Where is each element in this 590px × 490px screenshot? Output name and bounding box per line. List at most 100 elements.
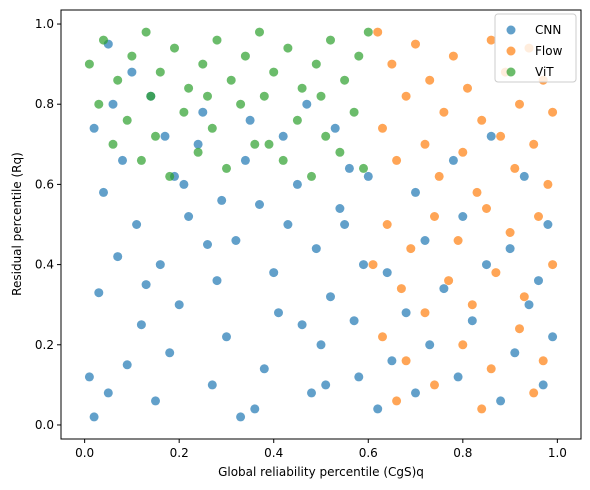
data-point-cnn bbox=[113, 252, 123, 262]
data-point-cnn bbox=[326, 292, 335, 302]
x-axis-label: Global reliability percentile (CgS)q bbox=[218, 465, 424, 479]
data-point-cnn bbox=[151, 396, 160, 406]
data-point-flow bbox=[519, 292, 529, 302]
data-point-cnn bbox=[330, 123, 340, 133]
data-point-vit bbox=[122, 115, 132, 125]
data-point-cnn bbox=[103, 388, 113, 398]
data-point-vit bbox=[264, 139, 274, 149]
x-tick-label: 0.0 bbox=[75, 446, 94, 460]
data-point-cnn bbox=[283, 220, 293, 229]
data-point-flow bbox=[406, 244, 416, 254]
data-point-flow bbox=[472, 187, 482, 197]
data-point-vit bbox=[99, 35, 108, 45]
data-point-vit bbox=[165, 171, 175, 181]
y-tick-label: 0.2 bbox=[35, 338, 54, 352]
data-point-vit bbox=[179, 107, 189, 117]
data-point-cnn bbox=[165, 348, 175, 358]
data-point-vit bbox=[222, 163, 231, 173]
data-point-cnn bbox=[321, 380, 331, 390]
data-point-cnn bbox=[274, 308, 283, 318]
data-point-cnn bbox=[538, 380, 548, 390]
data-point-vit bbox=[236, 99, 246, 109]
data-point-vit bbox=[240, 51, 250, 61]
data-point-cnn bbox=[269, 268, 279, 278]
data-point-cnn bbox=[297, 320, 307, 330]
x-tick-label: 0.2 bbox=[170, 446, 189, 460]
data-point-cnn bbox=[292, 179, 302, 189]
data-point-vit bbox=[155, 67, 165, 77]
data-point-cnn bbox=[250, 404, 260, 414]
data-point-flow bbox=[548, 107, 558, 117]
data-point-flow bbox=[430, 212, 439, 221]
data-point-vit bbox=[307, 171, 316, 181]
data-point-cnn bbox=[160, 131, 170, 141]
data-point-cnn bbox=[496, 396, 506, 406]
x-tick-label: 0.4 bbox=[264, 446, 283, 460]
data-point-vit bbox=[259, 91, 269, 101]
data-point-flow bbox=[486, 364, 496, 374]
data-point-vit bbox=[349, 107, 359, 117]
data-point-cnn bbox=[207, 380, 217, 390]
data-point-flow bbox=[396, 284, 406, 294]
legend-label-flow: Flow bbox=[535, 44, 563, 58]
data-point-cnn bbox=[184, 212, 194, 221]
y-tick-label: 1.0 bbox=[35, 17, 54, 31]
y-tick-label: 0.0 bbox=[35, 418, 54, 432]
data-point-vit bbox=[335, 147, 345, 157]
data-point-cnn bbox=[387, 356, 397, 366]
data-point-cnn bbox=[132, 220, 142, 229]
data-point-cnn bbox=[311, 244, 321, 254]
data-point-flow bbox=[430, 380, 439, 390]
data-point-cnn bbox=[99, 187, 108, 197]
data-point-cnn bbox=[548, 332, 558, 342]
data-point-flow bbox=[368, 260, 378, 270]
data-point-vit bbox=[359, 163, 368, 173]
data-point-cnn bbox=[467, 316, 477, 326]
data-point-flow bbox=[458, 147, 468, 157]
data-point-cnn bbox=[193, 139, 203, 149]
data-point-flow bbox=[538, 356, 548, 366]
data-point-flow bbox=[453, 236, 463, 245]
data-point-flow bbox=[392, 155, 402, 165]
data-point-cnn bbox=[340, 220, 350, 229]
data-point-flow bbox=[373, 27, 383, 37]
data-point-flow bbox=[482, 204, 491, 213]
data-point-vit bbox=[141, 27, 151, 37]
data-point-vit bbox=[292, 115, 302, 125]
data-point-cnn bbox=[302, 99, 312, 109]
data-point-cnn bbox=[354, 372, 364, 382]
data-point-cnn bbox=[217, 195, 227, 205]
data-point-cnn bbox=[453, 372, 463, 382]
x-tick-label: 0.6 bbox=[359, 446, 378, 460]
data-point-flow bbox=[477, 404, 487, 414]
data-point-cnn bbox=[84, 372, 94, 382]
data-point-vit bbox=[255, 27, 264, 37]
data-point-flow bbox=[543, 179, 553, 189]
points-layer bbox=[84, 27, 558, 422]
data-point-flow bbox=[463, 83, 472, 93]
data-point-vit bbox=[326, 35, 335, 45]
data-point-cnn bbox=[198, 107, 208, 117]
legend-label-vit: ViT bbox=[535, 65, 554, 79]
data-point-cnn bbox=[363, 171, 373, 181]
data-point-cnn bbox=[411, 187, 420, 197]
legend-marker-flow bbox=[506, 46, 516, 56]
data-point-flow bbox=[515, 324, 524, 334]
data-point-vit bbox=[84, 59, 94, 69]
data-point-cnn bbox=[255, 200, 264, 209]
data-point-flow bbox=[387, 59, 397, 69]
data-point-flow bbox=[505, 228, 515, 237]
data-point-cnn bbox=[373, 404, 383, 414]
data-point-flow bbox=[444, 276, 454, 286]
data-point-cnn bbox=[344, 163, 354, 173]
data-point-flow bbox=[458, 340, 468, 350]
data-point-cnn bbox=[316, 340, 326, 350]
data-point-vit bbox=[127, 51, 137, 61]
data-point-cnn bbox=[174, 300, 184, 310]
data-point-vit bbox=[136, 155, 146, 165]
data-point-cnn bbox=[534, 276, 543, 286]
data-point-vit bbox=[278, 155, 288, 165]
data-point-cnn bbox=[335, 204, 345, 213]
data-point-flow bbox=[420, 308, 430, 318]
